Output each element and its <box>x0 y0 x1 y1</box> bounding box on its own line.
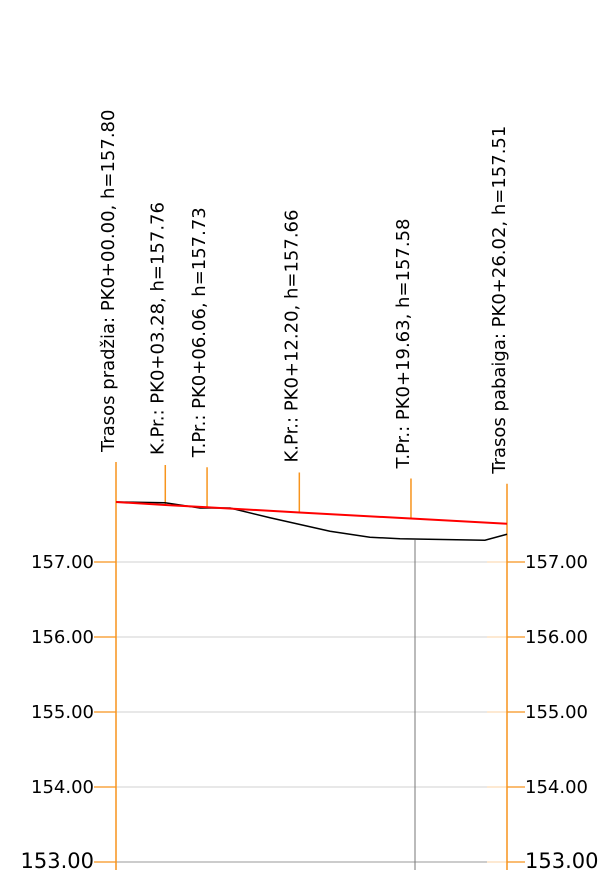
station-label: Trasos pradžia: PK0+00.00, h=157.80 <box>98 110 119 453</box>
y-tick-label: 153.00 <box>21 849 94 873</box>
y-tick-label: 153.00 <box>525 849 598 873</box>
y-tick-label: 156.00 <box>31 627 94 648</box>
y-tick-label: 157.00 <box>525 552 588 573</box>
y-tick-label: 155.00 <box>525 702 588 723</box>
station-label: K.Pr.: PK0+03.28, h=157.76 <box>147 202 168 455</box>
station-label: K.Pr.: PK0+12.20, h=157.66 <box>281 210 302 463</box>
y-tick-label: 155.00 <box>31 702 94 723</box>
y-tick-label: 156.00 <box>525 627 588 648</box>
station-label: T.Pr.: PK0+19.63, h=157.58 <box>393 218 414 469</box>
y-tick-label: 154.00 <box>525 777 588 798</box>
design-line <box>115 501 508 525</box>
station-label: Trasos pabaiga: PK0+26.02, h=157.51 <box>489 126 510 475</box>
y-tick-label: 157.00 <box>31 552 94 573</box>
station-label: T.Pr.: PK0+06.06, h=157.73 <box>189 207 210 458</box>
y-tick-label: 154.00 <box>31 777 94 798</box>
